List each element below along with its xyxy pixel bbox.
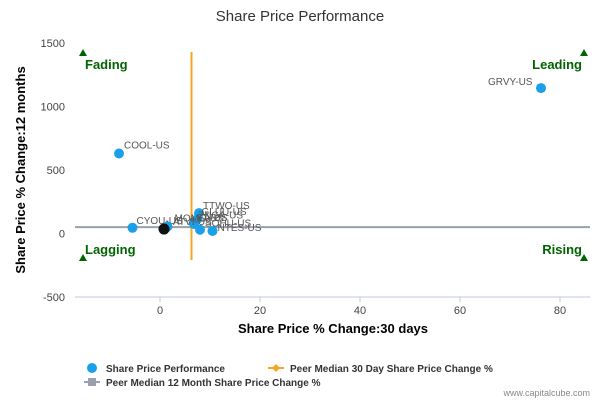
legend-item-peer-12m[interactable]: Peer Median 12 Month Share Price Change … xyxy=(84,378,321,389)
quadrant-markers xyxy=(79,49,588,261)
data-point[interactable] xyxy=(536,83,546,94)
y-tick-label: -500 xyxy=(43,292,65,304)
data-point[interactable] xyxy=(207,225,218,236)
x-axis-title: Share Price % Change:30 days xyxy=(238,321,428,336)
point-label: EA-US xyxy=(197,213,228,224)
x-axis-ticks: 0 20 40 60 80 xyxy=(157,297,566,317)
point-label: TTWO-US xyxy=(203,201,250,212)
credit-text: www.capitalcube.com xyxy=(502,388,590,398)
triangle-up-top-left xyxy=(79,49,87,56)
point-label: ATVI-US xyxy=(173,217,212,228)
triangle-up-bottom-right xyxy=(580,254,588,261)
legend-marker-peer-12m xyxy=(88,378,96,386)
data-point[interactable] xyxy=(158,223,170,235)
legend-item-peer-30d[interactable]: Peer Median 30 Day Share Price Change % xyxy=(268,364,493,375)
triangle-up-top-right xyxy=(580,49,588,56)
quadrant-label-leading: Leading xyxy=(532,57,582,72)
y-tick-label: 500 xyxy=(47,165,65,177)
point-label: CYOU-US xyxy=(137,216,183,227)
legend-label-peer-30d: Peer Median 30 Day Share Price Change % xyxy=(290,364,493,375)
legend-label-peer-12m: Peer Median 12 Month Share Price Change … xyxy=(106,378,321,389)
chart-title: Share Price Performance xyxy=(216,8,384,25)
y-tick-label: 1000 xyxy=(41,102,65,114)
x-tick-label: 80 xyxy=(554,305,566,317)
quadrant-label-fading: Fading xyxy=(85,57,128,72)
y-axis-title: Share Price % Change:12 months xyxy=(13,66,28,273)
y-axis-ticks: -500 0 500 1000 1500 xyxy=(41,38,65,304)
legend-marker-share-price xyxy=(87,363,97,373)
y-tick-label: 0 xyxy=(59,229,65,241)
y-tick-label: 1500 xyxy=(41,38,65,50)
data-point[interactable] xyxy=(195,224,205,235)
triangle-up-bottom-left xyxy=(79,254,87,261)
quadrant-label-lagging: Lagging xyxy=(85,242,136,257)
quadrant-label-rising: Rising xyxy=(542,242,582,257)
legend-item-share-price[interactable]: Share Price Performance xyxy=(87,363,225,375)
point-label: MOMO-US xyxy=(175,214,225,225)
point-label: NTES-US xyxy=(218,223,262,234)
point-label: GRVY-US xyxy=(488,77,533,88)
legend[interactable]: Share Price Performance Peer Median 30 D… xyxy=(84,363,493,389)
x-tick-label: 20 xyxy=(254,305,266,317)
data-point[interactable] xyxy=(114,148,124,159)
data-point[interactable] xyxy=(127,222,138,233)
point-label: ZNGA-US xyxy=(198,210,243,221)
x-tick-label: 60 xyxy=(454,305,466,317)
point-label: GLUU-US xyxy=(202,207,247,218)
data-points: GRVY-US COOL-US CYOU-US TTWO-USGLUU-USZNGA-… xyxy=(114,77,546,236)
point-label: COOL-US xyxy=(124,140,170,151)
legend-marker-peer-30d xyxy=(272,364,280,372)
legend-label-share-price: Share Price Performance xyxy=(106,364,225,375)
x-tick-label: 0 xyxy=(157,305,163,317)
x-tick-label: 40 xyxy=(354,305,366,317)
point-label: SOHU-US xyxy=(205,219,251,230)
